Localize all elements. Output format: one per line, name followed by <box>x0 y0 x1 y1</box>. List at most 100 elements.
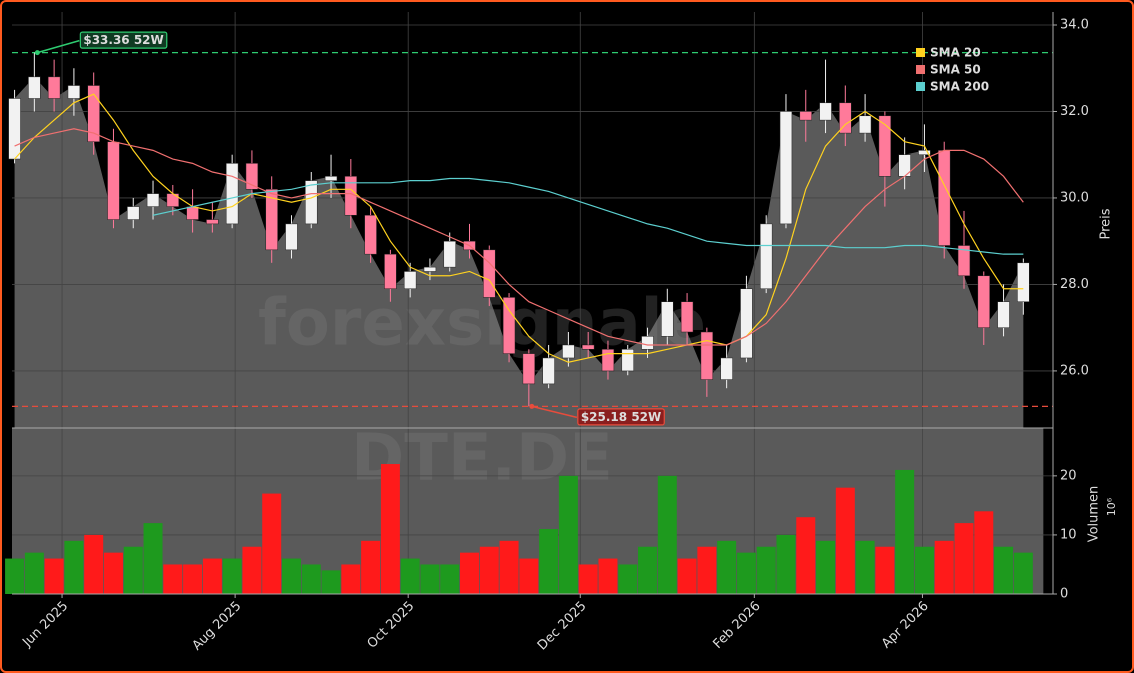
volume-bar <box>558 475 578 594</box>
candle-body <box>186 206 199 220</box>
volume-bar <box>895 469 915 594</box>
candle-body <box>146 193 160 207</box>
candle-body <box>384 253 397 290</box>
candle-body <box>67 85 81 99</box>
volume-bar <box>954 523 974 594</box>
candle-body <box>8 98 21 160</box>
annotation-arrowhead <box>529 403 535 409</box>
candle-body <box>225 163 239 225</box>
y-tick-label: 28.0 <box>1060 277 1089 292</box>
volume-bar <box>677 558 697 594</box>
volume-bar <box>974 511 994 594</box>
x-tick-label: Oct 2025 <box>365 599 418 652</box>
volume-bar <box>756 546 776 594</box>
volume-bar <box>440 564 460 594</box>
x-tick-label: Jun 2025 <box>19 599 71 651</box>
y-axis-label: Preis <box>1099 208 1114 239</box>
volume-bar <box>578 564 598 594</box>
candle-body <box>661 301 674 337</box>
annotation-label: $25.18 52W <box>581 410 661 424</box>
candle-body <box>760 223 773 290</box>
candle-body <box>364 214 377 255</box>
volume-bar <box>84 534 104 594</box>
candle-body <box>878 115 892 177</box>
candle-body <box>839 102 852 134</box>
sma-line <box>14 93 1024 363</box>
volume-bar <box>64 540 84 594</box>
candle-body <box>107 141 120 220</box>
annotation-label: $33.36 52W <box>83 33 163 47</box>
volume-bar <box>697 546 717 594</box>
candle-body <box>443 240 456 268</box>
volume-bar <box>499 540 519 594</box>
volume-bar <box>341 564 361 594</box>
annotation-box <box>79 31 168 49</box>
candle-body <box>285 223 298 251</box>
volume-bar <box>380 464 400 594</box>
volume-bar <box>301 564 321 594</box>
candle-body <box>779 111 793 225</box>
candle-body <box>601 349 615 372</box>
legend-swatch <box>916 65 925 74</box>
x-tick-label: Feb 2026 <box>710 599 763 652</box>
volume-bar <box>1013 552 1033 594</box>
candle-body <box>819 102 832 121</box>
volume-bar <box>539 529 559 594</box>
y-tick-label: 30.0 <box>1060 190 1089 205</box>
annotation-box <box>577 408 665 426</box>
candle-body <box>483 249 496 298</box>
volume-bar <box>44 558 64 594</box>
candle-body <box>957 245 971 277</box>
volume-bar <box>420 564 440 594</box>
volume-bar <box>796 517 816 594</box>
candle-body <box>522 353 536 385</box>
volume-bar <box>914 546 934 594</box>
annotation-arrow <box>37 39 80 54</box>
candle-body <box>127 206 140 220</box>
candle-body <box>680 301 694 333</box>
volume-bar <box>717 540 737 594</box>
candle-body <box>997 301 1010 328</box>
candle-body <box>47 76 61 99</box>
volume-bar <box>618 564 638 594</box>
candle-body <box>720 357 733 380</box>
y-tick-label: 32.0 <box>1060 104 1089 119</box>
legend-label: SMA 50 <box>930 63 981 77</box>
volume-bar <box>519 558 539 594</box>
volume-bar <box>24 552 44 594</box>
volume-bar <box>5 558 25 594</box>
candle-body <box>324 176 338 181</box>
volume-bar <box>183 564 203 594</box>
volume-bar <box>479 546 499 594</box>
volume-bar <box>163 564 183 594</box>
candle-body <box>858 115 872 134</box>
x-tick-label: Dec 2025 <box>535 599 590 654</box>
x-tick-label: Aug 2025 <box>190 599 245 654</box>
candle-body <box>423 266 437 272</box>
volume-bar <box>361 540 381 594</box>
volume-bar <box>776 534 796 594</box>
candle-body <box>1017 262 1030 302</box>
price-area <box>14 76 1024 428</box>
candle-body <box>641 336 654 350</box>
candle-body <box>918 150 931 155</box>
volume-bar <box>994 546 1014 594</box>
candle-body <box>245 163 259 190</box>
volume-bar <box>123 546 143 594</box>
volume-bar <box>400 558 420 594</box>
volume-bar <box>657 475 677 594</box>
legend-swatch <box>916 48 925 57</box>
annotation: $25.18 52W <box>577 408 665 426</box>
annotation: $33.36 52W <box>79 31 168 49</box>
sma-line <box>14 128 1024 346</box>
candle-body <box>28 76 41 99</box>
volume-bar <box>736 552 756 594</box>
candle-body <box>542 357 555 385</box>
y-tick-label: 10 <box>1060 527 1077 542</box>
legend-swatch <box>916 82 925 91</box>
candle-body <box>206 219 219 225</box>
sma-line <box>152 177 1024 255</box>
volume-bar <box>321 570 341 594</box>
y-tick-label: 26.0 <box>1060 363 1089 378</box>
